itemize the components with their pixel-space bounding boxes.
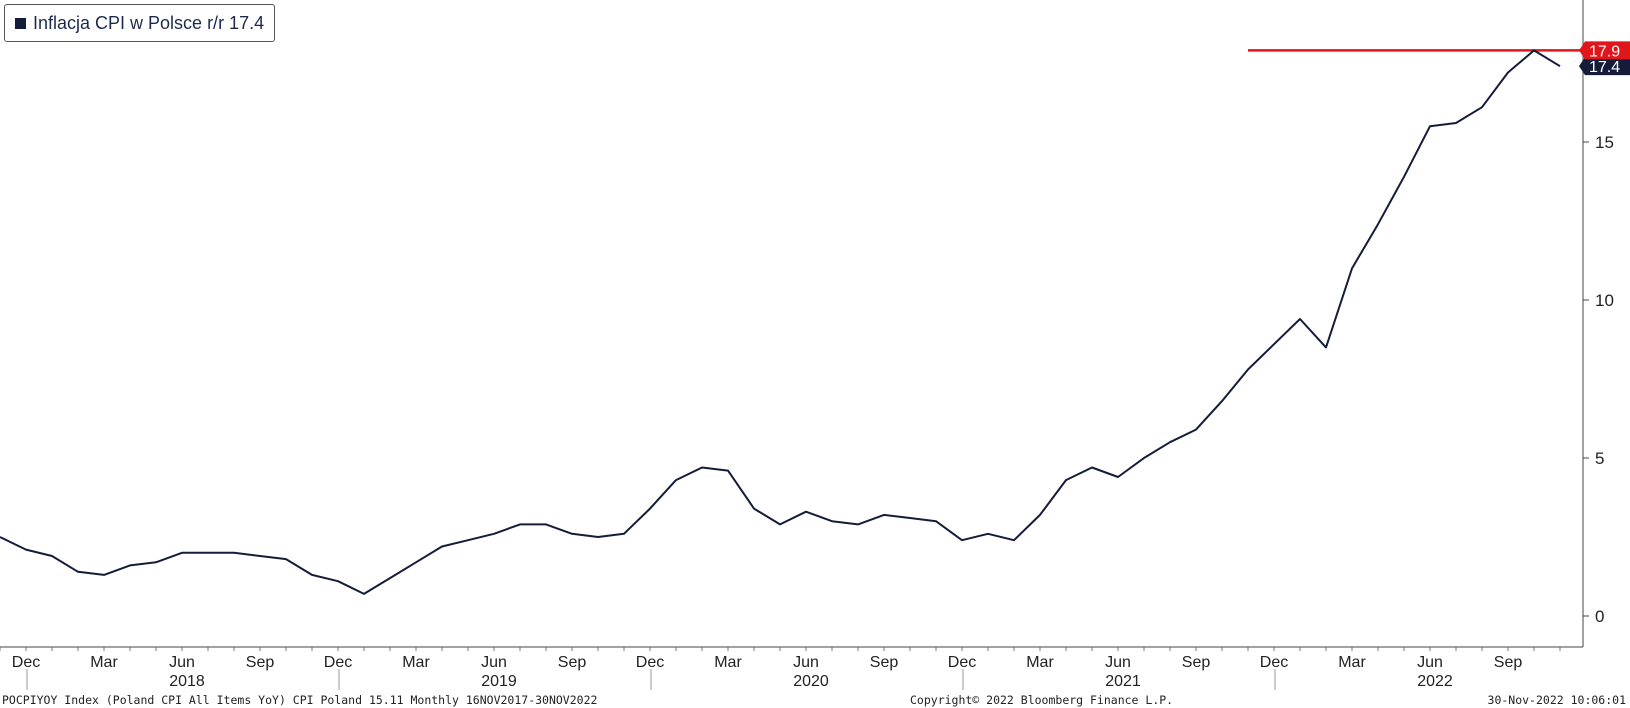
series-line xyxy=(0,49,1561,595)
x-tick-label: Dec xyxy=(324,654,352,671)
last-value-label-tag xyxy=(1579,57,1630,76)
value-labels: 17.417.9 xyxy=(1579,41,1630,76)
x-tick-label: Sep xyxy=(558,654,587,671)
x-tick-label: Jun xyxy=(1417,654,1443,671)
year-label: 2022 xyxy=(1417,673,1453,690)
x-tick-label: Mar xyxy=(1026,654,1054,671)
series-group xyxy=(0,49,1561,595)
footer-copyright: Copyright© 2022 Bloomberg Finance L.P. xyxy=(910,693,1174,707)
y-tick-label: 15 xyxy=(1595,133,1614,152)
x-axis: Dec Mar Jun Sep Dec Mar Jun Sep Dec Mar Jun Sep Dec M… xyxy=(0,647,1561,690)
footer-source: POCPIYOY Index (Poland CPI All Items YoY… xyxy=(2,693,598,707)
x-tick-label: Jun xyxy=(793,654,819,671)
last-value-label-text: 17.4 xyxy=(1589,59,1620,76)
year-label: 2020 xyxy=(793,673,829,690)
x-tick-label: Dec xyxy=(12,654,40,671)
x-tick-label: Jun xyxy=(481,654,507,671)
x-tick-label: Mar xyxy=(90,654,118,671)
y-tick-label: 5 xyxy=(1595,449,1604,468)
axes xyxy=(0,0,1584,648)
legend-swatch xyxy=(15,17,26,29)
year-label: 2021 xyxy=(1105,673,1141,690)
x-tick-label: Dec xyxy=(636,654,664,671)
y-tick-label: 0 xyxy=(1595,607,1604,626)
reference-value-label-text: 17.9 xyxy=(1589,43,1620,60)
x-tick-label: Dec xyxy=(1260,654,1288,671)
x-tick-label: Jun xyxy=(1105,654,1131,671)
x-tick-label: Sep xyxy=(1182,654,1211,671)
footer-timestamp: 30-Nov-2022 10:06:01 xyxy=(1487,693,1626,707)
legend[interactable]: Inflacja CPI w Polsce r/r 17.4 xyxy=(4,4,276,42)
year-label: 2018 xyxy=(169,673,205,690)
legend-label: Inflacja CPI w Polsce r/r 17.4 xyxy=(33,12,265,33)
x-tick-label: Dec xyxy=(948,654,976,671)
x-tick-label: Mar xyxy=(714,654,742,671)
x-tick-label: Jun xyxy=(169,654,195,671)
x-tick-label: Sep xyxy=(246,654,275,671)
x-tick-label: Sep xyxy=(870,654,899,671)
x-tick-label: Mar xyxy=(1338,654,1366,671)
y-axis: 0 5 10 15 xyxy=(1583,133,1614,626)
x-tick-label: Sep xyxy=(1494,654,1523,671)
x-tick-label: Mar xyxy=(402,654,430,671)
y-tick-label: 10 xyxy=(1595,291,1614,310)
year-label: 2019 xyxy=(481,673,517,690)
reference-value-label-tag xyxy=(1579,41,1630,60)
